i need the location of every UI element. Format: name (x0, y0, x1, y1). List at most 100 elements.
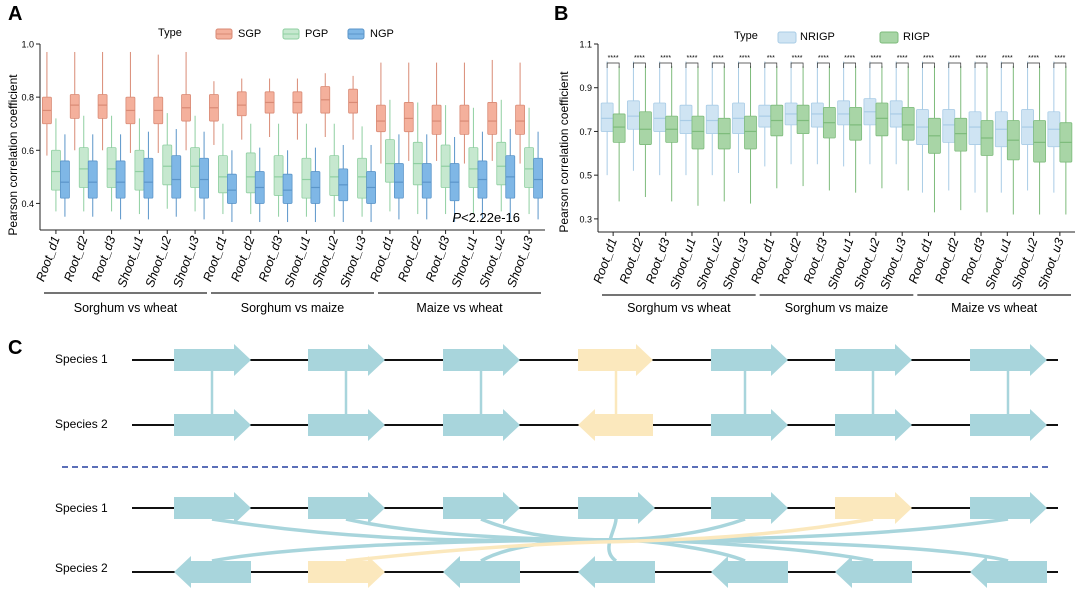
group-label: Maize vs wheat (951, 301, 1038, 315)
box-rigp (796, 104, 810, 135)
y-tick-label: 1.1 (579, 40, 592, 50)
box-rigp (612, 113, 626, 143)
box-pgp (468, 147, 479, 188)
x-tick-label: Shoot_u1 (115, 234, 146, 289)
gene-arrow-left (711, 556, 788, 588)
species-2-label-top: Species 2 (55, 417, 108, 431)
x-tick-label: Root_d2 (617, 236, 646, 285)
x-tick-label: Root_d3 (643, 236, 672, 285)
y-tick-label: 1.0 (21, 40, 34, 50)
x-tick-label: Root_d1 (367, 234, 396, 283)
species-1-label-bottom: Species 1 (55, 501, 108, 515)
gene-arrow-right (443, 344, 520, 376)
significance-bracket (606, 62, 620, 68)
gene-arrow-left (835, 556, 912, 588)
x-tick-label: Shoot_u3 (337, 234, 368, 289)
significance-label: **** (976, 55, 987, 62)
x-tick-label: Root_d1 (33, 234, 62, 283)
box-sgp (376, 104, 386, 133)
group-label: Sorghum vs wheat (627, 301, 731, 315)
box-pgp (329, 155, 340, 196)
box-pgp (357, 157, 367, 199)
significance-label: **** (897, 55, 908, 62)
significance-label: **** (634, 55, 645, 62)
significance-label: **** (923, 55, 934, 62)
legend-label-ngp: NGP (370, 28, 394, 40)
panel-b-label: B (554, 3, 568, 25)
box-pgp (245, 152, 256, 194)
box-pgp (106, 147, 117, 188)
significance-label: **** (818, 55, 829, 62)
significance-label: **** (1054, 55, 1065, 62)
y-tick-label: 0.6 (21, 146, 34, 156)
panel-a-label: A (8, 3, 22, 25)
gene-arrow-right (578, 492, 655, 524)
y-tick-label: 0.4 (21, 199, 34, 209)
box-ngp (171, 155, 182, 199)
significance-label: *** (767, 55, 775, 62)
box-nrigp (810, 102, 824, 128)
box-pgp (78, 147, 89, 188)
box-ngp (394, 163, 404, 199)
inverted-gene-arrow-right (835, 492, 912, 524)
box-pgp (273, 155, 284, 196)
box-nrigp (627, 100, 640, 130)
box-nrigp (600, 102, 614, 132)
x-tick-label: Root_d1 (591, 236, 620, 285)
box-rigp (1033, 120, 1046, 163)
x-tick-label: Shoot_u2 (477, 234, 508, 289)
y-tick-label: 0.9 (579, 83, 592, 93)
significance-bracket (817, 62, 830, 68)
y-tick-label: 0.3 (579, 214, 592, 224)
x-tick-label: Root_d3 (423, 234, 452, 283)
x-tick-label: Root_d2 (932, 236, 961, 285)
gene-arrow-right (835, 409, 912, 441)
gene-arrow-right (711, 344, 788, 376)
group-label: Sorghum vs maize (785, 301, 889, 315)
box-nrigp (705, 104, 719, 135)
significance-label: **** (1002, 55, 1013, 62)
gene-arrow-right (711, 492, 788, 524)
box-rigp (875, 102, 889, 137)
box-sgp (515, 104, 525, 135)
box-sgp (97, 94, 108, 119)
group-label: Sorghum vs wheat (74, 301, 178, 315)
gene-arrow-left (174, 556, 251, 588)
legend-label-nrigp: NRIGP (800, 31, 835, 43)
box-ngp (227, 173, 237, 204)
gene-arrow-right (443, 492, 520, 524)
significance-bracket (869, 62, 883, 68)
group-label: Sorghum vs maize (241, 301, 345, 315)
x-tick-label: Root_d2 (775, 236, 804, 285)
significance-label: **** (687, 55, 698, 62)
x-tick-label: Shoot_u3 (1035, 236, 1066, 291)
box-nrigp (942, 109, 956, 143)
significance-label: **** (1028, 55, 1039, 62)
x-tick-label: Shoot_u3 (504, 234, 535, 289)
box-sgp (487, 102, 498, 135)
box-ngp (199, 157, 209, 199)
box-rigp (691, 115, 705, 150)
legend-label-pgp: PGP (305, 28, 328, 40)
panel-a-legend-title: Type (158, 27, 182, 39)
x-tick-label: Root_d3 (256, 234, 285, 283)
significance-label: **** (608, 55, 619, 62)
significance-bracket (843, 62, 856, 68)
significance-bracket (738, 62, 751, 68)
box-ngp (143, 157, 154, 199)
legend-label-rigp: RIGP (903, 31, 930, 43)
significance-bracket (685, 62, 699, 68)
box-rigp (744, 115, 757, 150)
x-tick-label: Root_d1 (200, 234, 229, 283)
gene-arrow-left (578, 556, 655, 588)
box-pgp (301, 157, 312, 199)
box-rigp (849, 106, 863, 141)
box-ngp (60, 160, 70, 199)
x-tick-label: Shoot_u3 (170, 234, 201, 289)
gene-arrow-right (970, 409, 1047, 441)
x-tick-label: Root_d3 (801, 236, 830, 285)
box-rigp (639, 111, 652, 145)
box-sgp (348, 88, 358, 114)
box-ngp (421, 163, 432, 199)
inverted-ortholog-link (345, 517, 874, 563)
